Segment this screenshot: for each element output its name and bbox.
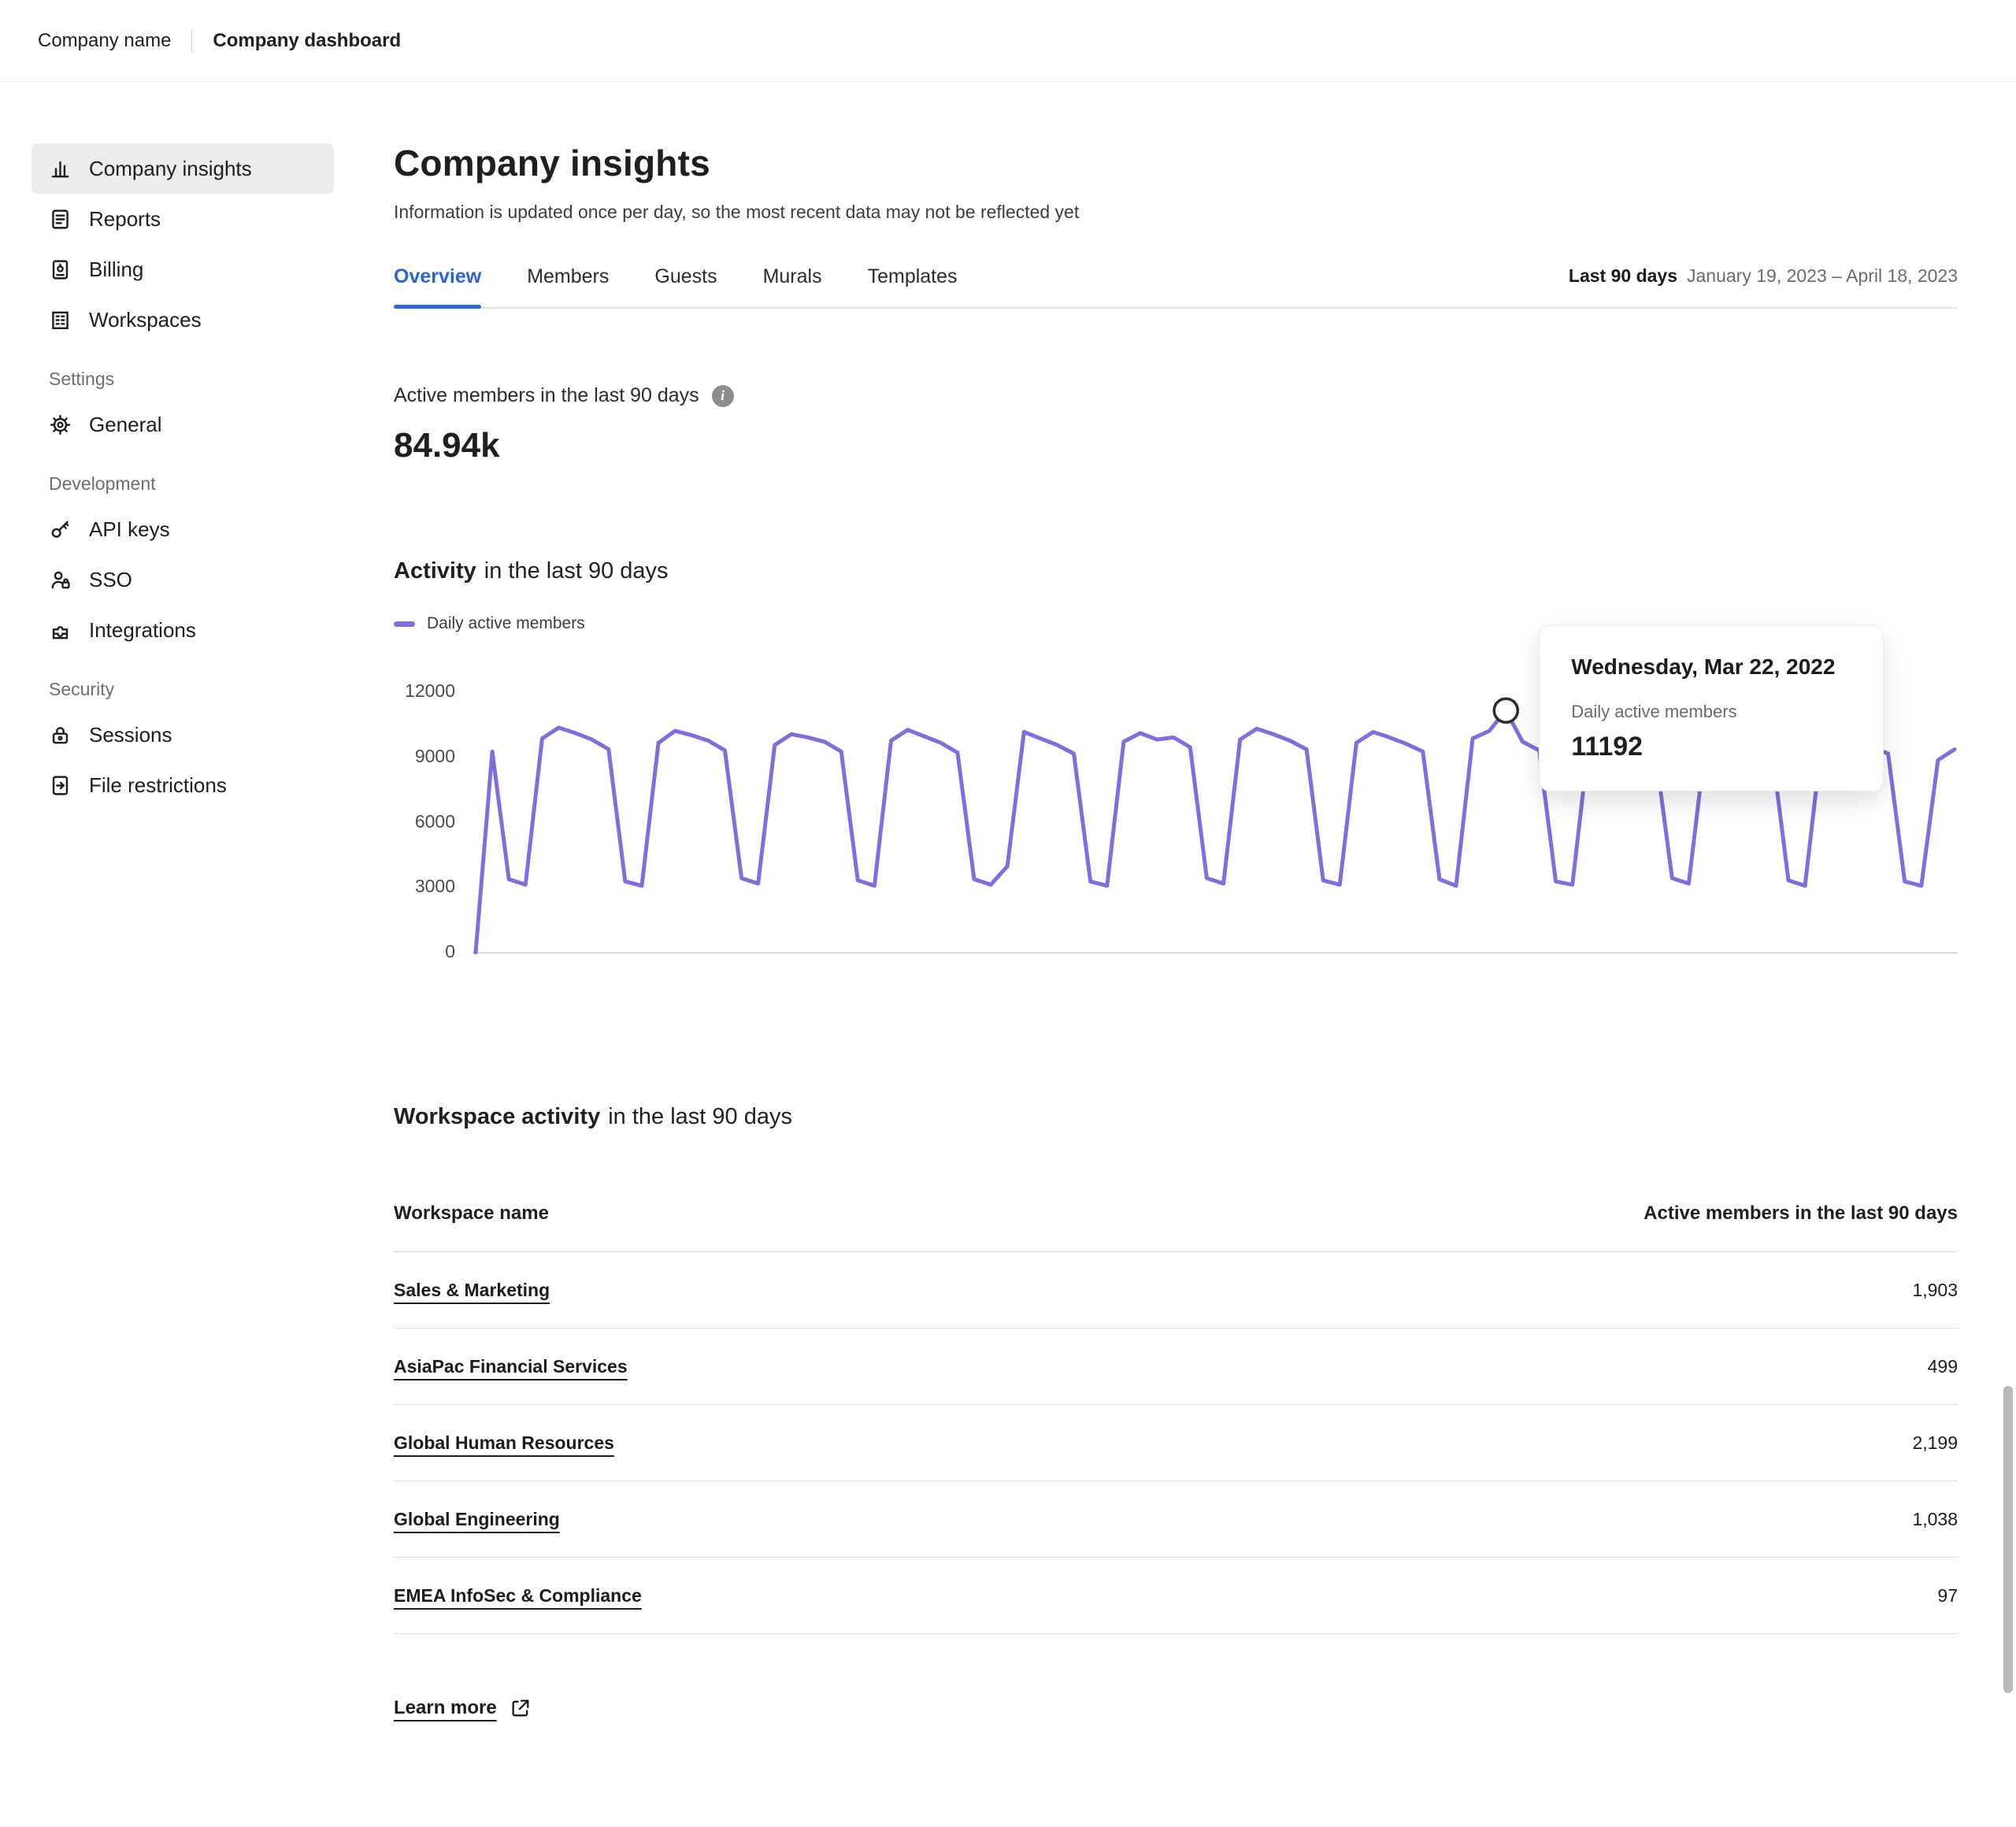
sidebar-section-security: Security	[32, 655, 340, 710]
sidebar-item-company-insights[interactable]: Company insights	[32, 143, 334, 194]
sidebar-item-sessions[interactable]: Sessions	[32, 710, 334, 760]
y-tick: 9000	[415, 746, 455, 767]
date-range: Last 90 days January 19, 2023 – April 18,…	[1569, 265, 1958, 307]
sidebar-section-settings: Settings	[32, 345, 340, 399]
y-tick: 6000	[415, 811, 455, 832]
workspace-activity-section: Workspace activityin the last 90 days Wo…	[394, 1104, 1958, 1719]
y-axis-labels: 12000 9000 6000 3000 0	[394, 677, 455, 958]
sidebar-item-sso[interactable]: SSO	[32, 554, 334, 605]
workspace-activity-title: Workspace activityin the last 90 days	[394, 1104, 1958, 1130]
chart-plot-area: Wednesday, Mar 22, 2022 Daily active mem…	[472, 677, 1958, 958]
workspace-value: 97	[1937, 1585, 1958, 1606]
tooltip-date: Wednesday, Mar 22, 2022	[1571, 654, 1851, 680]
activity-chart: 12000 9000 6000 3000 0 Wednesday, Mar 22…	[394, 677, 1958, 958]
file-arrow-icon	[49, 774, 72, 797]
key-icon	[49, 518, 72, 541]
user-lock-icon	[49, 569, 72, 591]
sidebar-item-integrations[interactable]: Integrations	[32, 605, 334, 655]
workspaces-icon	[49, 309, 72, 332]
sidebar-item-workspaces[interactable]: Workspaces	[32, 295, 334, 345]
sidebar-item-label: File restrictions	[89, 773, 227, 798]
sidebar-item-reports[interactable]: Reports	[32, 194, 334, 244]
scrollbar-thumb[interactable]	[2003, 1386, 2013, 1693]
sidebar-item-label: Integrations	[89, 618, 196, 643]
sidebar-item-general[interactable]: General	[32, 399, 334, 450]
kpi-label: Active members in the last 90 days	[394, 384, 699, 407]
kpi-value: 84.94k	[394, 426, 1958, 465]
kpi-active-members: Active members in the last 90 days i 84.…	[394, 384, 1958, 465]
column-active-members: Active members in the last 90 days	[1644, 1203, 1958, 1225]
billing-icon	[49, 258, 72, 281]
table-row: Sales & Marketing 1,903	[394, 1252, 1958, 1329]
workspace-value: 2,199	[1912, 1432, 1958, 1454]
workspace-link[interactable]: Sales & Marketing	[394, 1280, 550, 1301]
date-range-label: Last 90 days	[1569, 265, 1677, 286]
tab-murals[interactable]: Murals	[763, 265, 822, 307]
report-icon	[49, 208, 72, 231]
workspace-value: 499	[1928, 1356, 1958, 1377]
main-content: Company insights Information is updated …	[340, 82, 2016, 1827]
workspace-value: 1,038	[1912, 1509, 1958, 1530]
workspace-link[interactable]: Global Engineering	[394, 1509, 560, 1530]
date-range-dates: January 19, 2023 – April 18, 2023	[1687, 265, 1958, 286]
tab-templates[interactable]: Templates	[868, 265, 958, 307]
y-tick: 0	[445, 941, 455, 962]
external-link-icon	[510, 1697, 532, 1719]
sidebar-item-label: Company insights	[89, 157, 252, 181]
learn-more-link[interactable]: Learn more	[394, 1697, 532, 1719]
y-tick: 12000	[405, 680, 455, 702]
table-row: Global Engineering 1,038	[394, 1481, 1958, 1558]
sidebar-item-billing[interactable]: Billing	[32, 244, 334, 295]
page-subtitle: Information is updated once per day, so …	[394, 202, 1958, 223]
table-header: Workspace name Active members in the las…	[394, 1203, 1958, 1252]
workspace-value: 1,903	[1912, 1280, 1958, 1301]
table-row: AsiaPac Financial Services 499	[394, 1329, 1958, 1405]
info-icon[interactable]: i	[712, 385, 734, 407]
column-workspace-name: Workspace name	[394, 1203, 549, 1225]
activity-section-title: Activityin the last 90 days	[394, 558, 1958, 584]
puzzle-icon	[49, 619, 72, 642]
sidebar-item-label: General	[89, 413, 162, 437]
company-name: Company name	[38, 30, 171, 52]
tab-guests[interactable]: Guests	[654, 265, 717, 307]
workspace-link[interactable]: Global Human Resources	[394, 1432, 614, 1454]
sidebar-item-label: Workspaces	[89, 308, 202, 332]
tab-overview[interactable]: Overview	[394, 265, 481, 307]
sidebar-item-label: API keys	[89, 517, 170, 542]
sidebar-item-label: Sessions	[89, 723, 172, 747]
table-row: Global Human Resources 2,199	[394, 1405, 1958, 1481]
sidebar-item-file-restrictions[interactable]: File restrictions	[32, 760, 334, 810]
legend-label: Daily active members	[427, 614, 585, 633]
tab-members[interactable]: Members	[527, 265, 609, 307]
dashboard-title: Company dashboard	[213, 30, 401, 52]
gear-icon	[49, 413, 72, 436]
tooltip-value: 11192	[1571, 732, 1851, 762]
lock-icon	[49, 724, 72, 747]
sidebar: Company insights Reports Billing Workspa…	[0, 82, 340, 1827]
sidebar-item-label: SSO	[89, 568, 132, 592]
workspace-link[interactable]: AsiaPac Financial Services	[394, 1356, 628, 1377]
sidebar-section-development: Development	[32, 450, 340, 504]
topbar: Company name Company dashboard	[0, 0, 2016, 82]
chart-tooltip: Wednesday, Mar 22, 2022 Daily active mem…	[1539, 625, 1884, 791]
page-title: Company insights	[394, 142, 1958, 184]
sidebar-item-label: Billing	[89, 258, 143, 282]
workspace-link[interactable]: EMEA InfoSec & Compliance	[394, 1585, 642, 1606]
table-row: EMEA InfoSec & Compliance 97	[394, 1558, 1958, 1634]
y-tick: 3000	[415, 876, 455, 897]
tabs-row: Overview Members Guests Murals Templates…	[394, 265, 1958, 309]
tabs: Overview Members Guests Murals Templates	[394, 265, 958, 307]
topbar-divider	[191, 29, 192, 53]
sidebar-item-label: Reports	[89, 207, 161, 232]
legend-swatch	[394, 621, 415, 627]
sidebar-item-api-keys[interactable]: API keys	[32, 504, 334, 554]
bar-chart-icon	[49, 158, 72, 180]
tooltip-series-label: Daily active members	[1571, 702, 1851, 722]
